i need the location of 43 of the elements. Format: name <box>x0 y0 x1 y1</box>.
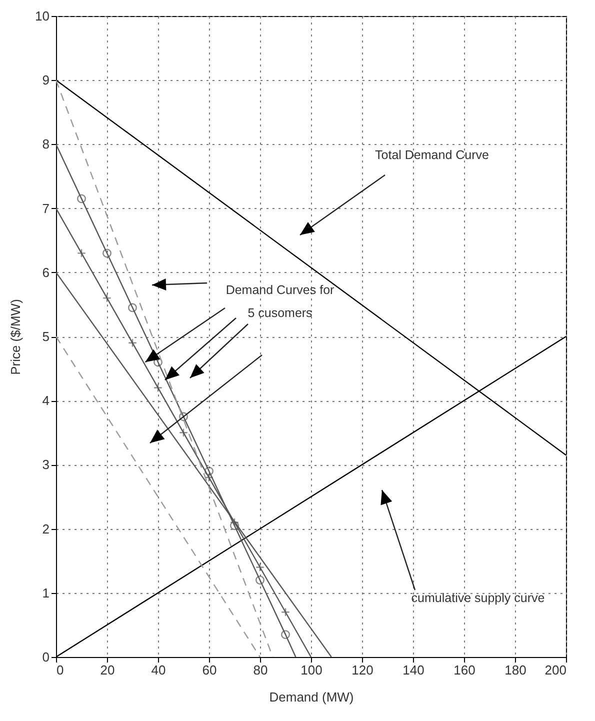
y-tick-label: 6 <box>42 264 50 280</box>
y-tick-label: 10 <box>35 8 50 24</box>
y-tick-label: 8 <box>42 136 50 152</box>
x-tick-label: 200 <box>544 662 566 678</box>
x-axis-title: Demand (MW) <box>269 690 354 704</box>
point <box>128 338 137 348</box>
point <box>154 383 162 392</box>
point <box>179 428 188 438</box>
x-tick-label: 100 <box>300 662 322 678</box>
y-axis-title: Price ($/MW) <box>8 299 24 375</box>
point <box>77 194 86 204</box>
point <box>281 608 290 617</box>
x-tick-label: 140 <box>402 662 424 678</box>
point <box>179 412 188 422</box>
point <box>281 630 290 640</box>
annotation: cumulative supply curve <box>411 591 545 605</box>
point <box>204 466 214 476</box>
x-tick-label: 20 <box>100 662 115 678</box>
y-tick-label: 0 <box>42 650 50 664</box>
y-tick-label: 5 <box>42 329 50 344</box>
point <box>77 248 86 258</box>
point <box>102 248 112 258</box>
x-tick-label: 40 <box>151 662 166 678</box>
point <box>128 303 137 312</box>
point <box>154 358 162 367</box>
x-tick-label: 120 <box>352 662 374 678</box>
point <box>102 294 112 303</box>
x-tick-label: 180 <box>504 662 526 678</box>
y-tick-label: 1 <box>42 585 50 600</box>
y-tick-label: 4 <box>42 393 50 408</box>
annotation: Total Demand Curve <box>375 148 490 162</box>
point <box>230 521 239 530</box>
y-tick-label: 7 <box>42 200 50 216</box>
y-tick-label: 3 <box>42 457 50 472</box>
annotation: Demand Curves for 5 cusomers <box>226 283 334 320</box>
x-tick-label: 0 <box>56 662 64 678</box>
y-tick-label: 9 <box>42 72 50 88</box>
x-tick-label: 60 <box>202 662 217 678</box>
point <box>256 562 264 572</box>
y-tick-label: 2 <box>42 521 50 536</box>
x-tick-label: 160 <box>454 662 476 678</box>
x-tick-label: 80 <box>253 662 268 678</box>
point <box>256 576 264 585</box>
